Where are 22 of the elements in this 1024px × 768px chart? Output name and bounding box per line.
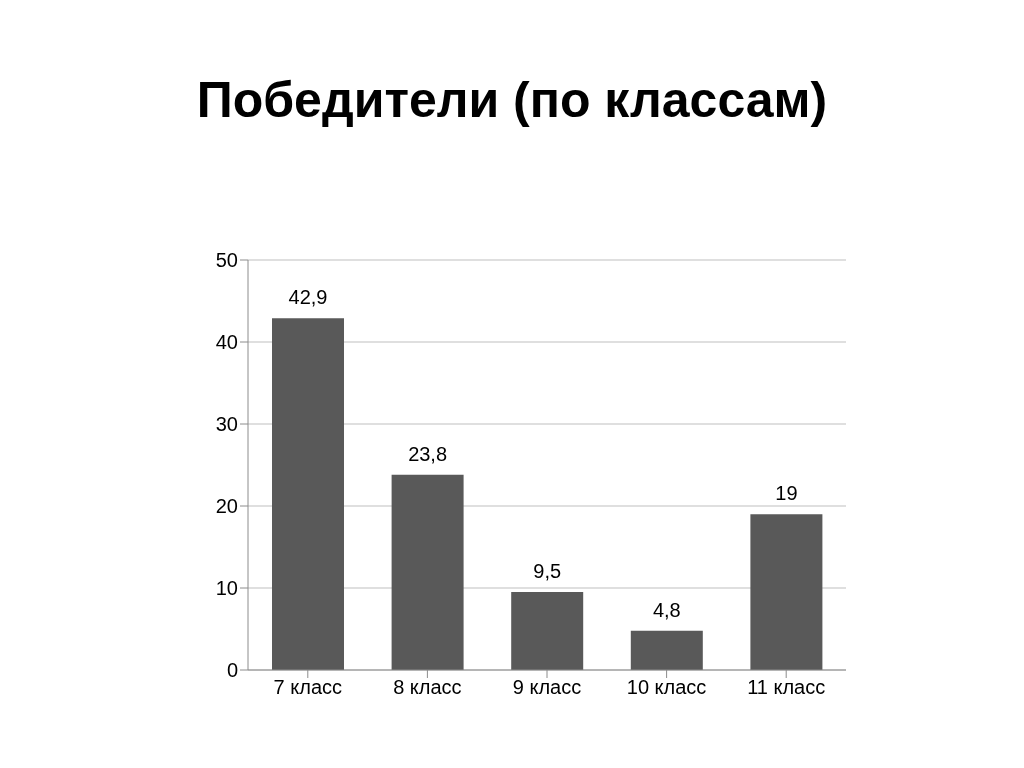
y-tick-label: 0 [226,659,238,682]
bar [511,592,584,670]
data-label: 42,9 [288,286,328,309]
bar [750,514,823,670]
x-tick-label: 10 класс [626,676,707,699]
data-label: 23,8 [408,442,448,465]
y-tick-label: 20 [215,495,238,518]
x-tick-label: 9 класс [512,676,582,699]
bar [630,630,703,670]
y-tick-label: 40 [215,331,238,354]
y-tick-label: 10 [215,577,238,600]
bar [272,318,344,670]
bar [391,474,464,670]
data-label: 9,5 [533,560,562,583]
chart-title: Победители (по классам) [195,71,829,130]
data-label: 4,8 [652,598,681,621]
x-tick-label: 8 класс [393,676,462,699]
data-label: 19 [775,482,798,505]
y-tick-label: 30 [215,413,238,436]
y-tick-label: 50 [215,249,238,272]
x-tick-label: 11 класс [747,676,826,699]
x-tick-label: 7 класс [273,676,343,699]
